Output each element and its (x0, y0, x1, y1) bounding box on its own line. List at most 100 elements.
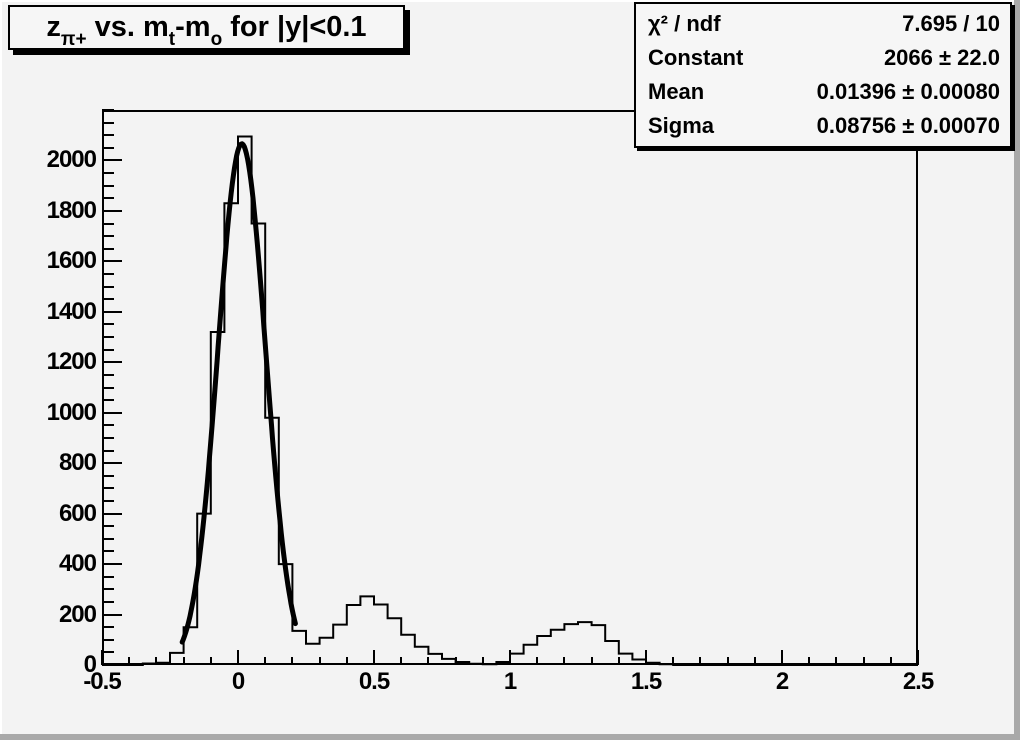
stats-value: 0.08756 ± 0.00070 (816, 113, 1000, 138)
x-minor-tick (889, 657, 892, 665)
y-minor-tick (102, 121, 114, 124)
x-minor-tick (427, 657, 430, 665)
y-minor-tick (102, 336, 114, 339)
y-tick-label: 1400 (46, 297, 97, 325)
x-minor-tick (291, 657, 294, 665)
x-minor-tick (155, 657, 158, 665)
x-minor-tick (753, 657, 756, 665)
histogram-svg (102, 135, 918, 666)
y-tick-label: 1000 (46, 398, 97, 426)
y-tick-label: 400 (58, 550, 97, 578)
gaussian-fit-curve (179, 141, 298, 645)
y-minor-tick (102, 222, 114, 225)
x-minor-tick (128, 657, 131, 665)
y-minor-tick (102, 197, 114, 200)
y-major-tick (102, 462, 122, 465)
y-minor-tick (102, 323, 114, 326)
x-tick-label: 0.5 (358, 668, 390, 695)
y-minor-tick (102, 399, 114, 402)
x-major-tick (917, 650, 919, 665)
y-minor-tick (102, 500, 114, 503)
y-minor-tick (102, 272, 114, 275)
y-minor-tick (102, 449, 114, 452)
stats-label: χ² / ndf (648, 11, 721, 36)
y-minor-tick (102, 348, 114, 351)
y-major-tick (102, 411, 122, 414)
y-minor-tick (102, 134, 114, 137)
y-major-tick (102, 209, 122, 212)
stats-row-sigma: Sigma 0.08756 ± 0.00070 (636, 114, 1010, 138)
y-minor-tick (102, 525, 114, 528)
stats-row-chi2: χ² / ndf 7.695 / 10 (636, 12, 1010, 36)
x-minor-tick (318, 657, 321, 665)
y-minor-tick (102, 626, 114, 629)
y-minor-tick (102, 550, 114, 553)
x-minor-tick (400, 657, 403, 665)
stats-row-constant: Constant 2066 ± 22.0 (636, 46, 1010, 70)
stats-label: Sigma (648, 113, 715, 138)
y-minor-tick (102, 436, 114, 439)
x-tick-label: 2 (775, 668, 789, 695)
y-minor-tick (102, 575, 114, 578)
plot-frame (102, 110, 918, 666)
canvas-bevel-right (1014, 0, 1020, 740)
stats-label: Constant (648, 45, 744, 70)
plot-title: zπ+ vs. mt-mo for |y|<0.1 (46, 11, 367, 50)
x-major-tick (509, 650, 511, 665)
x-major-tick (645, 650, 647, 665)
y-minor-tick (102, 600, 114, 603)
x-minor-tick (808, 657, 811, 665)
canvas-bevel-bottom (0, 734, 1020, 740)
y-minor-tick (102, 537, 114, 540)
y-minor-tick (102, 638, 114, 641)
canvas-bevel-left (0, 0, 2, 740)
y-tick-label: 1200 (46, 348, 97, 376)
fit-stats-box: χ² / ndf 7.695 / 10 Constant 2066 ± 22.0… (634, 2, 1012, 148)
y-minor-tick (102, 285, 114, 288)
histogram-step-line (102, 135, 918, 666)
x-major-tick (237, 650, 239, 665)
x-major-tick (101, 650, 103, 665)
y-major-tick (102, 361, 122, 364)
y-minor-tick (102, 247, 114, 250)
x-minor-tick (536, 657, 539, 665)
y-minor-tick (102, 424, 114, 427)
y-minor-tick (102, 235, 114, 238)
y-major-tick (102, 664, 122, 666)
y-major-tick (102, 159, 122, 162)
x-minor-tick (345, 657, 348, 665)
y-tick-label: 1800 (46, 196, 97, 224)
stats-value: 2066 ± 22.0 (883, 45, 1000, 70)
x-minor-tick (862, 657, 865, 665)
x-minor-tick (672, 657, 675, 665)
y-minor-tick (102, 184, 114, 187)
y-major-tick (102, 563, 122, 566)
y-minor-tick (102, 373, 114, 376)
y-tick-label: 1600 (46, 247, 97, 275)
x-minor-tick (563, 657, 566, 665)
stats-value: 0.01396 ± 0.00080 (816, 79, 1000, 104)
x-minor-tick (182, 657, 185, 665)
y-major-tick (102, 260, 122, 263)
stats-row-mean: Mean 0.01396 ± 0.00080 (636, 80, 1010, 104)
x-tick-label: 1 (503, 668, 517, 695)
x-minor-tick (454, 657, 457, 665)
y-major-tick (102, 310, 122, 313)
x-major-tick (373, 650, 375, 665)
x-tick-label: 0 (231, 668, 245, 695)
y-tick-label: 600 (58, 499, 97, 527)
y-tick-label: 2000 (46, 146, 97, 174)
y-minor-tick (102, 386, 114, 389)
x-minor-tick (699, 657, 702, 665)
x-minor-tick (835, 657, 838, 665)
x-tick-label: 2.5 (902, 668, 934, 695)
x-tick-label: 1.5 (630, 668, 662, 695)
stats-label: Mean (648, 79, 705, 104)
y-tick-label: 200 (58, 600, 97, 628)
x-minor-tick (264, 657, 267, 665)
y-tick-label: 800 (58, 449, 97, 477)
x-major-tick (781, 650, 783, 665)
y-major-tick (102, 512, 122, 515)
x-minor-tick (590, 657, 593, 665)
